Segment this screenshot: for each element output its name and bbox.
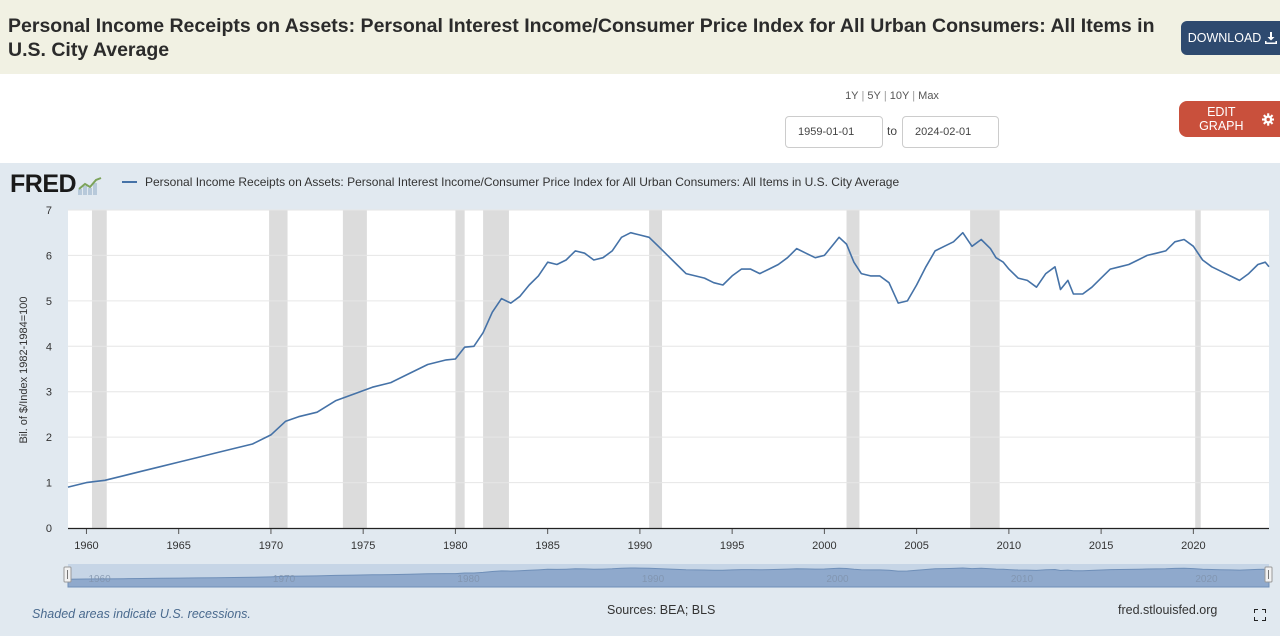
- legend-label: Personal Income Receipts on Assets: Pers…: [145, 175, 900, 189]
- title-bar: [0, 0, 1280, 74]
- recession-band: [1195, 210, 1201, 528]
- recession-band: [846, 210, 860, 528]
- fred-logo[interactable]: FRED: [10, 170, 102, 199]
- range-1y[interactable]: 1Y: [845, 90, 859, 102]
- edit-graph-button[interactable]: EDIT GRAPH: [1179, 101, 1280, 137]
- date-to-label: to: [887, 124, 898, 138]
- end-date-input[interactable]: [902, 116, 999, 148]
- start-date-input[interactable]: [785, 116, 883, 148]
- y-axis-label: Bil. of $/Index 1982-1984=100: [18, 296, 30, 443]
- navigator-year-label: 1960: [88, 574, 111, 585]
- recession-band: [91, 210, 107, 528]
- download-label: DOWNLOAD: [1187, 31, 1262, 45]
- fullscreen-icon[interactable]: [1254, 609, 1266, 621]
- x-tick-label: 1970: [259, 540, 283, 552]
- download-button[interactable]: DOWNLOAD: [1181, 21, 1280, 55]
- x-tick-label: 1985: [535, 540, 559, 552]
- x-tick-label: 2010: [997, 540, 1021, 552]
- series-line: [67, 231, 1270, 488]
- navigator-year-label: 2020: [1195, 574, 1218, 585]
- recession-band: [649, 210, 663, 528]
- recession-note: Shaded areas indicate U.S. recessions.: [32, 607, 251, 621]
- navigator-year-label: 1970: [273, 574, 296, 585]
- x-tick-label: 1980: [443, 540, 467, 552]
- page-title: Personal Income Receipts on Assets: Pers…: [8, 15, 1155, 61]
- x-tick-label: 1960: [74, 540, 98, 552]
- x-tick-label: 1975: [351, 540, 375, 552]
- y-tick-label: 6: [46, 250, 52, 262]
- legend: Personal Income Receipts on Assets: Pers…: [122, 175, 899, 189]
- x-tick-label: 1990: [628, 540, 652, 552]
- recession-band: [455, 210, 465, 528]
- recession-band: [970, 210, 1000, 528]
- y-tick-label: 7: [46, 205, 52, 217]
- chart-trend-icon: [78, 176, 102, 195]
- recession-band: [342, 210, 367, 528]
- plot-area: [68, 210, 1269, 528]
- x-tick-label: 1995: [720, 540, 744, 552]
- y-tick-label: 2: [46, 432, 52, 444]
- navigator-year-label: 2000: [826, 574, 849, 585]
- download-icon: [1265, 32, 1278, 44]
- sources-text: Sources: BEA; BLS: [607, 603, 716, 617]
- gear-icon: [1261, 112, 1274, 126]
- navigator-area: [67, 567, 1270, 588]
- navigator-year-label: 1990: [642, 574, 665, 585]
- edit-graph-label: EDIT GRAPH: [1199, 105, 1244, 133]
- x-tick-label: 2005: [904, 540, 928, 552]
- x-tick-label: 2015: [1089, 540, 1113, 552]
- y-tick-label: 1: [46, 478, 52, 490]
- x-tick-label: 2000: [812, 540, 836, 552]
- fred-logo-text: FRED: [10, 170, 77, 198]
- y-tick-label: 4: [46, 341, 52, 353]
- range-10y[interactable]: 10Y: [889, 90, 910, 102]
- recession-band: [269, 210, 288, 528]
- range-links: 1Y | 5Y | 10Y | Max: [845, 90, 939, 102]
- x-tick-label: 2020: [1181, 540, 1205, 552]
- y-tick-label: 3: [46, 387, 52, 399]
- site-link[interactable]: fred.stlouisfed.org: [1118, 603, 1218, 617]
- navigator[interactable]: 1960 1970 1980 1990 2000 2010 2020: [63, 564, 1273, 588]
- navigator-year-label: 1980: [457, 574, 480, 585]
- y-tick-label: 0: [46, 523, 52, 535]
- navigator-year-label: 2010: [1011, 574, 1034, 585]
- recession-band: [483, 210, 509, 528]
- range-max[interactable]: Max: [918, 90, 939, 102]
- legend-swatch: [122, 181, 137, 183]
- y-tick-label: 5: [46, 296, 52, 308]
- range-5y[interactable]: 5Y: [867, 90, 881, 102]
- x-tick-label: 1965: [166, 540, 190, 552]
